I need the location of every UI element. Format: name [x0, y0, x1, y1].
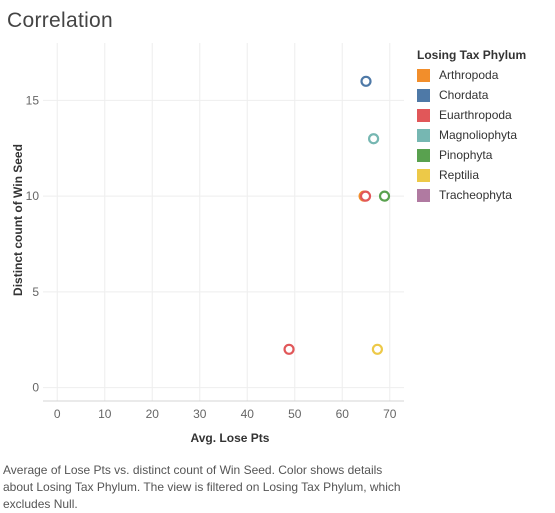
legend-swatch [417, 88, 430, 102]
y-tick-label: 15 [26, 93, 40, 107]
point-chordata[interactable] [360, 75, 372, 87]
legend-title: Losing Tax Phylum [417, 48, 527, 62]
legend-label: Euarthropoda [439, 108, 512, 122]
x-tick-label: 50 [288, 407, 302, 421]
chart-title: Correlation [7, 9, 114, 32]
x-tick-label: 20 [146, 407, 160, 421]
y-tick-label: 5 [32, 285, 39, 299]
chart-caption: Average of Lose Pts vs. distinct count o… [3, 463, 401, 511]
legend-item-pinophyta[interactable]: Pinophyta [417, 145, 553, 165]
legend-item-reptilia[interactable]: Reptilia [417, 165, 553, 185]
point-reptilia[interactable] [371, 343, 383, 355]
gridlines [43, 43, 404, 401]
x-axis-title: Avg. Lose Pts [191, 431, 270, 445]
point-magnoliophyta[interactable] [368, 133, 380, 145]
legend-label: Chordata [439, 88, 489, 102]
tick-labels: 0 10 20 30 40 50 60 70 0 5 10 15 [26, 93, 397, 421]
x-tick-label: 30 [193, 407, 207, 421]
x-tick-label: 10 [98, 407, 112, 421]
x-tick-label: 70 [383, 407, 397, 421]
legend-label: Pinophyta [439, 148, 493, 162]
legend-swatch [417, 168, 430, 182]
point-euarthropoda[interactable] [283, 343, 295, 355]
legend-swatch [417, 108, 430, 122]
point-pinophyta[interactable] [378, 190, 391, 202]
legend-swatch [417, 188, 430, 202]
y-tick-label: 0 [32, 381, 39, 395]
x-tick-label: 40 [241, 407, 255, 421]
legend: Losing Tax Phylum Arthropoda Chordata Euar… [417, 48, 553, 205]
legend-swatch [417, 68, 430, 82]
point-euarthropoda[interactable] [359, 190, 372, 202]
legend-item-chordata[interactable]: Chordata [417, 85, 553, 105]
legend-label: Reptilia [439, 168, 480, 182]
x-tick-label: 60 [336, 407, 350, 421]
legend-item-euarthropoda[interactable]: Euarthropoda [417, 105, 553, 125]
legend-swatch [417, 128, 430, 142]
legend-item-magnoliophyta[interactable]: Magnoliophyta [417, 125, 553, 145]
legend-items: Arthropoda Chordata Euarthropoda Magnolioph… [417, 65, 553, 205]
legend-item-tracheophyta[interactable]: Tracheophyta [417, 185, 553, 205]
data-points [283, 75, 391, 355]
y-axis-title: Distinct count of Win Seed [11, 144, 25, 296]
legend-label: Arthropoda [439, 68, 499, 82]
legend-label: Tracheophyta [439, 188, 512, 202]
legend-swatch [417, 148, 430, 162]
x-tick-label: 0 [54, 407, 61, 421]
legend-item-arthropoda[interactable]: Arthropoda [417, 65, 553, 85]
y-tick-label: 10 [26, 189, 40, 203]
legend-label: Magnoliophyta [439, 128, 518, 142]
